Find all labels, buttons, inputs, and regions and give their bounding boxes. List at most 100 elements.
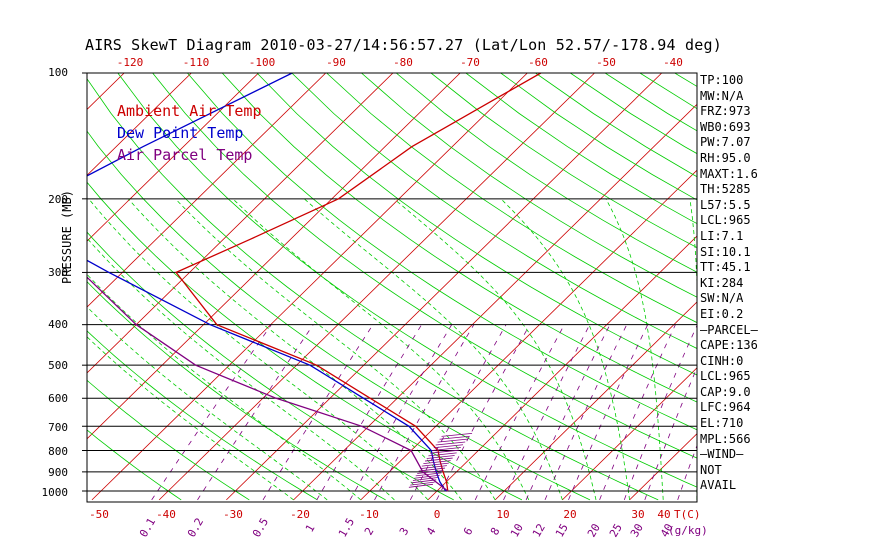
pressure-tick-label: 800 [48,445,68,458]
legend-ambient-air-temp: Ambient Air Temp [117,102,262,120]
stat-item: LI:7.1 [700,228,744,243]
stat-item: MAXT:1.6 [700,166,758,181]
bottom-temp-label: 40 [657,508,671,521]
moist-adiabat-line [303,198,563,501]
isotherm-line [87,73,192,176]
isotherm-line [87,73,394,374]
isotherm-line [226,73,663,501]
mixing-ratio-line [525,324,611,501]
stat-item: —PARCEL— [700,322,758,337]
bottom-temp-label: 30 [631,508,645,521]
cape-hatch-line [437,438,468,443]
mixing-unit-label: (g/kg) [668,524,708,537]
stat-item: KI:284 [700,275,744,290]
stat-item: CAP:9.0 [700,384,751,399]
moist-adiabat-line [128,198,462,501]
top-temp-label: -70 [460,56,480,69]
top-temp-label: -110 [182,56,210,69]
pressure-tick-label: 200 [48,193,68,206]
temp-unit-label: T(C) [674,508,701,521]
isotherm-line [831,73,870,500]
moist-adiabat-line [87,336,294,501]
mixing-ratio-line [474,324,565,501]
cape-hatch-line [421,462,449,467]
bottom-temp-label: 10 [496,508,510,521]
dry-adiabat-line [117,73,697,488]
dry-adiabat-line [152,73,697,459]
mixing-ratio-line [599,324,676,501]
isotherm-line [87,73,327,308]
isotherm-line [91,73,528,501]
dry-adiabat-line [87,181,523,501]
top-temp-label: -90 [326,56,346,69]
moist-adiabat-line [605,198,664,500]
pressure-tick-label: 500 [48,359,68,372]
dry-adiabat-line [187,73,697,431]
stat-item: AVAIL [700,478,737,493]
isotherm-line [87,73,259,242]
isotherm-line [764,73,870,500]
dry-adiabat-line [326,73,697,324]
stat-item: SW:N/A [700,291,744,306]
cape-hatch-line [420,465,447,470]
stat-item: MW:N/A [700,88,744,103]
isotherm-line [562,367,697,501]
moist-adiabat-line [87,273,362,501]
profile-line-dew-point-temp [87,73,447,492]
bottom-temp-label: -30 [223,508,243,521]
isotherm-line [494,301,697,501]
stat-item: FRZ:973 [700,104,751,119]
stats-panel: TP:100 MW:N/A FRZ:973 WB0:693 PW:7.07 RH… [700,73,758,494]
dry-adiabat-line [465,73,697,225]
dry-adiabat-line [430,73,697,249]
bottom-temp-label: -40 [156,508,176,521]
dry-adiabat-line [87,231,454,501]
stat-item: RH:95.0 [700,150,751,165]
dry-adiabat-line [361,73,697,298]
cape-hatch-line [428,452,457,457]
mixing-ratio-line [436,324,531,501]
bottom-temp-label: -50 [89,508,109,521]
cape-hatch-line [439,435,470,440]
mixing-ratio-line [544,324,628,501]
pressure-tick-label: 400 [48,318,68,331]
dry-adiabat-line [87,330,318,501]
dry-adiabat-line [395,73,697,273]
stat-item: TH:5285 [700,182,751,197]
stat-item: WB0:693 [700,119,751,134]
cape-hatch-line [433,444,464,449]
dry-adiabat-line [256,73,697,376]
legend-dew-point-temp: Dew Point Temp [117,124,244,142]
stat-item: —WIND— [700,447,744,462]
pressure-tick-label: 600 [48,392,68,405]
mixing-ratio-line [151,324,272,501]
stat-item: MPL:566 [700,431,751,446]
mixing-ratio-line [503,324,591,501]
dry-adiabat-line [221,73,697,403]
dry-adiabat-line [500,73,697,201]
moist-adiabat-line [500,198,630,500]
stat-item: CAPE:136 [700,338,758,353]
stat-item: TP:100 [700,73,744,87]
cape-hatch-line [435,441,466,446]
top-temp-label: -40 [663,56,683,69]
mixing-ratio-line [623,324,697,501]
chart-title: AIRS SkewT Diagram 2010-03-27/14:56:57.2… [85,36,722,54]
isotherm-line [87,73,461,440]
stat-item: LCL:965 [700,213,751,228]
cape-hatch-line [408,483,433,488]
moist-adiabat-line [87,306,328,501]
stat-item: SI:10.1 [700,244,751,259]
top-temp-label: -100 [248,56,276,69]
profile-line-air-parcel-temp [87,276,449,492]
dry-adiabat-line [87,429,182,501]
moist-adiabat-line [232,198,530,501]
cape-hatch-line [415,472,442,477]
legend-air-parcel-temp: Air Parcel Temp [117,146,253,164]
cape-hatch-line [431,447,461,451]
moist-adiabat-line [393,198,597,500]
stat-item: EL:710 [700,416,744,431]
cape-hatch-line [426,455,455,459]
bottom-temp-label: -10 [359,508,379,521]
